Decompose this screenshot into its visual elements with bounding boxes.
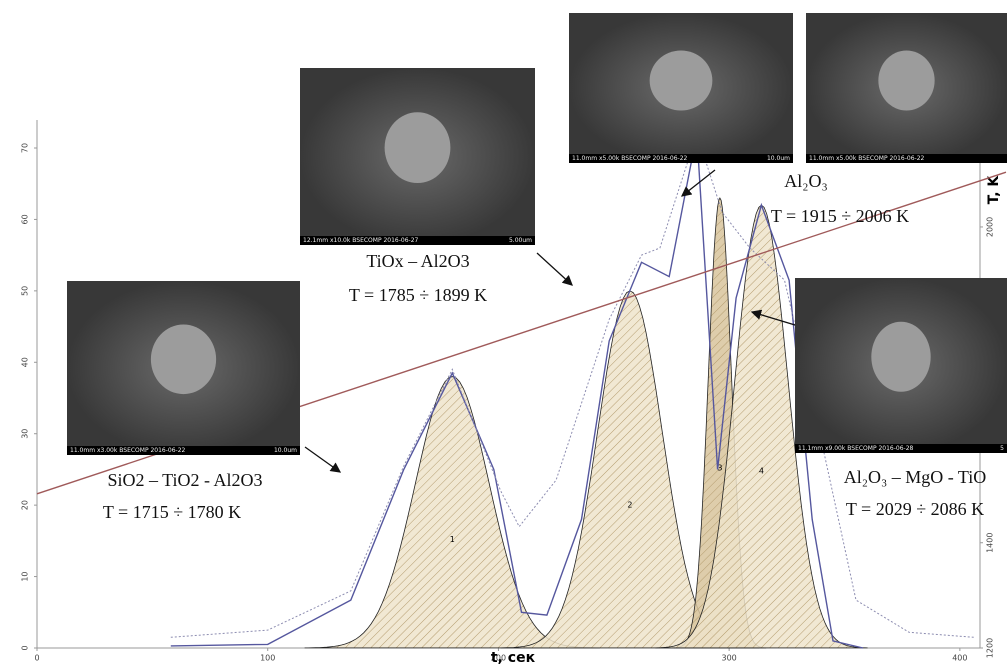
y-tick-label: 70 <box>21 143 30 153</box>
y-tick-label: 0 <box>21 645 30 650</box>
overlay: 11.0mm x3.00k BSECOMP 2016-06-22 10.0um 12… <box>67 13 1007 522</box>
y-tick-label: 20 <box>21 500 30 510</box>
sem-scale: 5 <box>1000 445 1004 452</box>
sem-scale: 10.0um <box>274 447 297 454</box>
sem-scale: 10.0um <box>767 155 790 162</box>
sem-caption: 11.0mm x5.00k BSECOMP 2016-06-22 <box>572 155 688 162</box>
x-tick-label: 200 <box>491 654 506 663</box>
sem-particle <box>878 50 935 111</box>
arrow <box>750 309 796 326</box>
y-tick-label: 60 <box>21 214 30 224</box>
sem-caption-bar <box>569 154 793 163</box>
y2-axis-label: T, K <box>986 175 1002 205</box>
annotation: T = 1715 ÷ 1780 K <box>103 502 241 522</box>
arrow <box>536 252 573 286</box>
y2-tick-label: 2000 <box>986 217 995 237</box>
sem-particle <box>649 50 713 111</box>
y-tick-label: 30 <box>21 429 30 439</box>
arrow <box>680 169 716 197</box>
annotation: T = 2029 ÷ 2086 K <box>846 499 984 519</box>
x-tick-label: 0 <box>34 654 39 663</box>
annotation: Al₂O₃ – MgO - TiO <box>844 467 987 487</box>
x-tick-label: 300 <box>722 654 737 663</box>
sem-caption-bar <box>300 236 535 245</box>
peak-label: 3 <box>717 464 722 473</box>
sem-caption-bar <box>67 446 300 455</box>
x-tick-label: 100 <box>260 654 275 663</box>
arrow <box>304 446 342 473</box>
sem-particle <box>871 321 931 392</box>
sem-caption: 11.0mm x3.00k BSECOMP 2016-06-22 <box>70 447 186 454</box>
annotation: T = 1785 ÷ 1899 K <box>349 285 487 305</box>
annotation: T = 1915 ÷ 2006 K <box>771 206 909 226</box>
sem-caption: 11.1mm x9.00k BSECOMP 2016-06-28 <box>798 445 914 452</box>
annotation: SiO2 – TiO2 - Al2O3 <box>107 470 262 490</box>
peak <box>655 204 868 649</box>
y2-tick-label: 1200 <box>986 638 995 658</box>
y-tick-label: 10 <box>21 571 30 581</box>
peak-label: 4 <box>759 466 764 475</box>
sem-caption: 12.1mm x10.0k BSECOMP 2016-06-27 <box>303 237 419 244</box>
y2-tick-label: 1400 <box>986 533 995 553</box>
sem-caption: 11.0mm x5.00k BSECOMP 2016-06-22 <box>809 155 925 162</box>
sem-particle <box>150 324 217 395</box>
sem-particle <box>384 112 451 184</box>
y-tick-label: 40 <box>21 357 30 367</box>
annotation: Al₂O₃ <box>784 171 828 191</box>
peak <box>304 376 600 649</box>
sem-caption-bar <box>806 154 1007 163</box>
peak-label: 1 <box>450 535 455 544</box>
peak-label: 2 <box>627 501 632 510</box>
sem-caption-bar <box>795 444 1007 453</box>
series-line <box>170 133 864 649</box>
x-tick-label: 400 <box>952 654 967 663</box>
annotation: TiOx – Al2O3 <box>366 251 469 271</box>
sem-scale: 5.00um <box>509 237 532 244</box>
y-tick-label: 50 <box>21 286 30 296</box>
x-axis-label: t, сек <box>491 650 536 666</box>
